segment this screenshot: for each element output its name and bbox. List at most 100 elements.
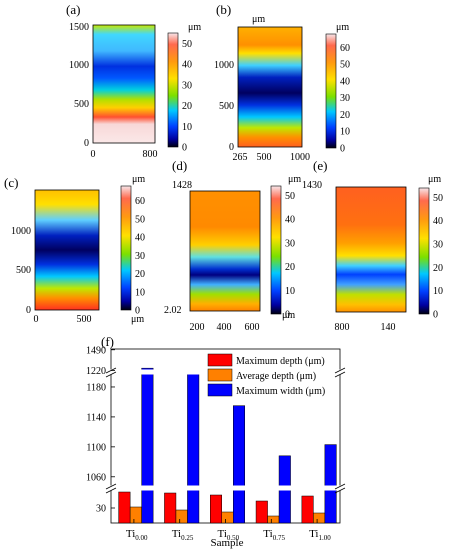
x-tick-label-4: Ti0.75 xyxy=(263,528,285,542)
panel-c-ytick-1: 500 xyxy=(16,265,31,276)
panel-c-colorbar xyxy=(120,185,132,311)
colorbar-tick-label: 40 xyxy=(285,215,295,226)
panel-c-xtick-0: 0 xyxy=(34,314,39,325)
x-tick-label-5: Ti1.00 xyxy=(309,528,331,542)
legend-swatch-1 xyxy=(207,353,233,367)
panel-b-unit: μm xyxy=(336,22,349,33)
colorbar-tick-label: 20 xyxy=(135,269,145,280)
panel-c-ytick-0: 0 xyxy=(26,305,31,316)
panel-d-map xyxy=(190,191,260,311)
y-tick-label: 1220 xyxy=(86,366,106,377)
colorbar-tick-label: 10 xyxy=(285,286,295,297)
bar-average-2 xyxy=(175,509,188,524)
y-tick-label: 1490 xyxy=(86,345,106,356)
panel-b: (b) μm 0 500 1000 265 500 1000 μm 0 10 20 3… xyxy=(214,2,350,163)
colorbar-tick-label: 50 xyxy=(285,191,295,202)
panel-a-colorbar xyxy=(167,32,179,148)
colorbar-tick-label: 60 xyxy=(135,196,145,207)
y-tick-label: 1180 xyxy=(86,382,106,393)
panel-a-xtick-1: 800 xyxy=(143,149,158,160)
panel-d-ytick-bottom: 2.02 xyxy=(164,305,182,316)
panel-c: (c) 0 500 1000 0 500 μm μm 0 10 20 30 40 50 60 xyxy=(4,174,145,325)
colorbar-tick-label: 10 xyxy=(433,286,443,297)
panel-d-colorbar-ticks: 0 10 20 30 40 50 xyxy=(285,191,295,321)
legend-swatch-2 xyxy=(207,368,233,382)
colorbar-tick-label: 0 xyxy=(340,144,345,155)
bar-maximum-4 xyxy=(255,500,268,524)
panel-e-xtick-1: 140 xyxy=(381,322,396,333)
panel-b-ytick-1: 500 xyxy=(219,101,234,112)
panel-a-ytick-3: 1500 xyxy=(69,22,89,33)
x-tick-label-1: Ti0.00 xyxy=(126,528,148,542)
break-mark-2-right xyxy=(334,367,346,378)
bar-maximum-3 xyxy=(233,405,245,524)
colorbar-tick-label: 50 xyxy=(182,39,192,50)
x-tick-label-3: Ti0.50 xyxy=(218,528,240,542)
legend-label-1: Maximum depth (μm) xyxy=(236,356,325,367)
bar-average-4 xyxy=(267,515,280,524)
panel-b-map xyxy=(238,27,302,147)
bar-average-3 xyxy=(221,511,234,524)
panel-c-map xyxy=(35,190,99,310)
panel-e-xtick-0: 800 xyxy=(335,322,350,333)
panel-e-unit: μm xyxy=(428,174,441,185)
bar-maximum-2 xyxy=(164,492,177,524)
colorbar-tick-label: 20 xyxy=(285,262,295,273)
y-tick-label: 30 xyxy=(96,504,106,515)
colorbar-tick-label: 0 xyxy=(285,310,290,321)
panel-b-xtick-0: 265 xyxy=(233,152,248,163)
panel-b-label: (b) xyxy=(216,2,231,17)
panel-d-frame xyxy=(189,190,261,312)
panel-b-ytick-0: 0 xyxy=(229,142,234,153)
colorbar-tick-label: 50 xyxy=(340,60,350,71)
panel-d-extra-unit: μm xyxy=(282,310,295,321)
break-mark-1-left xyxy=(105,483,117,494)
colorbar-tick-label: 30 xyxy=(182,80,192,91)
colorbar-tick-label: 10 xyxy=(135,287,145,298)
colorbar-tick-label: 10 xyxy=(340,127,350,138)
colorbar-tick-label: 30 xyxy=(135,251,145,262)
x-axis-label: Sample xyxy=(211,537,244,549)
panel-e-ytick-top: 1430 xyxy=(302,180,322,191)
panel-b-colorbar-ticks: 0 10 20 30 40 50 60 xyxy=(340,43,350,155)
legend-swatch-3 xyxy=(207,383,233,397)
panel-a-frame xyxy=(92,24,156,144)
panel-c-extra-unit: μm xyxy=(131,314,144,325)
panel-a-ytick-0: 0 xyxy=(84,138,89,149)
bar-maximum-3 xyxy=(210,494,222,524)
y-tick-label: 1100 xyxy=(86,442,106,453)
panel-e-label: (e) xyxy=(313,158,327,173)
y-tick-label: 1140 xyxy=(86,412,106,423)
colorbar-tick-label: 50 xyxy=(135,214,145,225)
panel-e-colorbar xyxy=(418,187,430,315)
colorbar-tick-label: 50 xyxy=(433,193,443,204)
panel-c-colorbar-ticks: 0 10 20 30 40 50 60 xyxy=(135,196,145,316)
panel-f-label: (f) xyxy=(101,334,114,349)
colorbar-tick-label: 20 xyxy=(433,263,443,274)
colorbar-tick-label: 40 xyxy=(340,76,350,87)
panel-c-ytick-2: 1000 xyxy=(11,226,31,237)
colorbar-tick-label: 40 xyxy=(182,60,192,71)
colorbar-tick-label: 0 xyxy=(182,143,187,154)
panel-a-label: (a) xyxy=(66,2,80,17)
panel-d-colorbar xyxy=(270,185,282,315)
y-tick-label: 1060 xyxy=(86,472,106,483)
panel-c-label: (c) xyxy=(4,175,18,190)
colorbar-tick-label: 20 xyxy=(182,101,192,112)
panel-e-colorbar-ticks: 0 10 20 30 40 50 xyxy=(433,193,443,321)
panel-b-ytick-2: 1000 xyxy=(214,60,234,71)
colorbar-tick-label: 40 xyxy=(433,216,443,227)
panel-d-xtick-0: 200 xyxy=(190,322,205,333)
bar-maximum-5 xyxy=(324,444,337,524)
colorbar-tick-label: 30 xyxy=(285,238,295,249)
panel-e-map xyxy=(336,187,406,312)
panel-b-xtick-1: 500 xyxy=(257,152,272,163)
bar-maximum-2 xyxy=(187,369,200,524)
legend-label-2: Average depth (μm) xyxy=(236,371,316,382)
panel-d-xtick-1: 400 xyxy=(217,322,232,333)
panel-d: (d) 1428 2.02 200 400 600 μm μm 0 10 20 30 4… xyxy=(164,158,301,333)
colorbar-tick-label: 0 xyxy=(135,306,140,317)
y-axis-ticks: 30 1060 1100 1140 1180 1220 1490 xyxy=(86,345,115,515)
panel-a-colorbar-ticks: 0 10 20 30 40 50 xyxy=(182,39,192,154)
panel-b-y-unit: μm xyxy=(252,14,265,25)
